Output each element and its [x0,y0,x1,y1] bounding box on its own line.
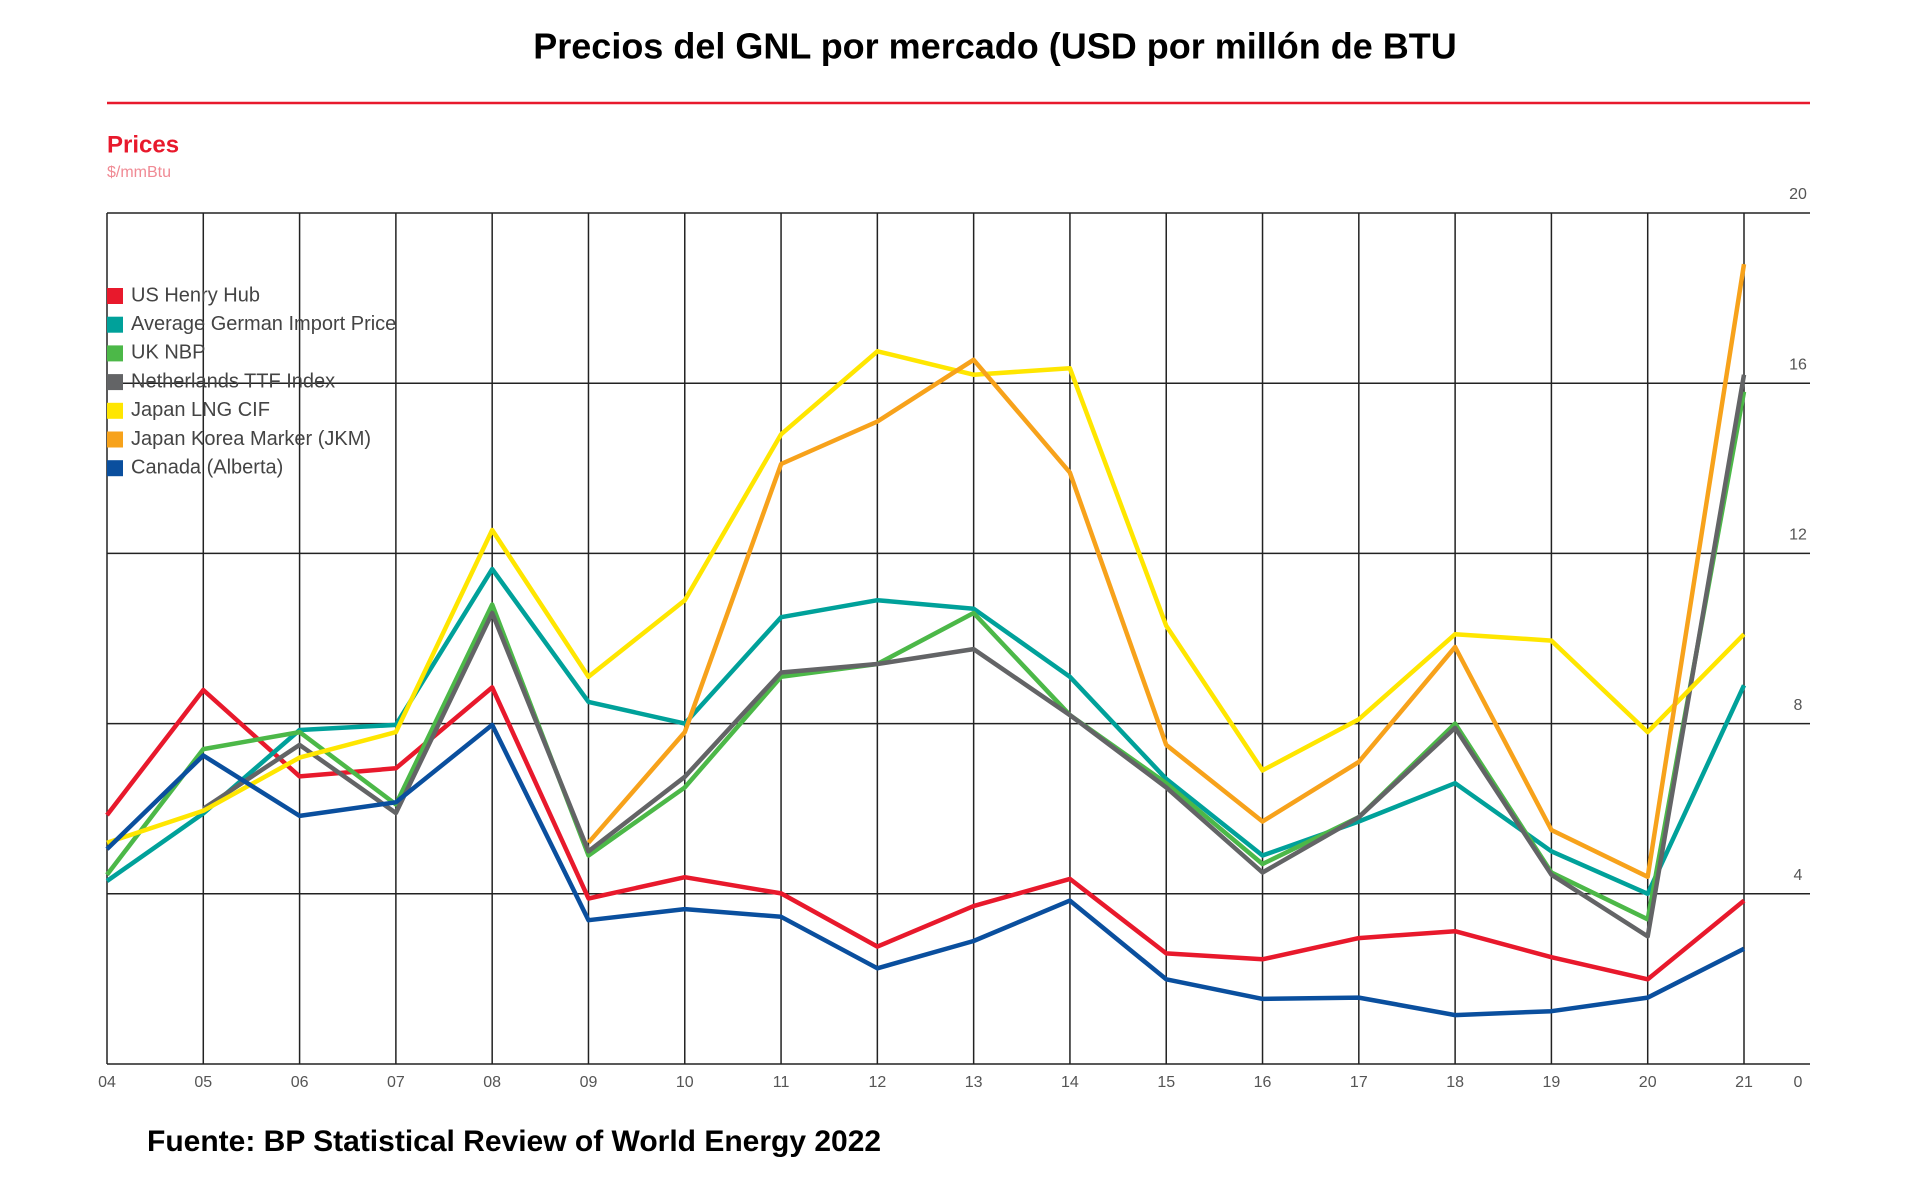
series-line [202,374,1747,939]
legend-label: Japan LNG CIF [131,399,270,421]
legend-label: Netherlands TTF Index [131,370,335,392]
x-tick-label: 04 [98,1074,116,1091]
chart-subtitle: Prices [107,131,179,158]
series-line [105,566,1747,897]
series-line [105,685,1746,982]
x-tick-label: 10 [676,1074,694,1091]
y-tick-label: 8 [1794,697,1803,714]
legend-label: US Henry Hub [131,284,260,306]
x-tick-label: 16 [1254,1074,1272,1091]
y-tick-label: 12 [1789,527,1807,544]
legend-swatch [107,345,123,362]
legend-label: Canada (Alberta) [131,456,283,478]
series-line [586,263,1747,880]
x-tick-label: 05 [194,1074,212,1091]
x-tick-label: 11 [773,1074,790,1091]
y-tick-label: 16 [1789,356,1807,373]
x-tick-label: 13 [965,1074,983,1091]
x-tick-label: 07 [387,1074,405,1091]
y-axis-label: $/mmBtu [107,164,171,181]
legend-label: Average German Import Price [131,313,396,335]
source-note: Fuente: BP Statistical Review of World E… [147,1125,881,1158]
x-tick-label: 14 [1061,1074,1079,1091]
series-line [105,722,1746,1018]
y-tick-label: 4 [1794,867,1803,884]
legend-swatch [107,316,123,333]
x-tick-label: 18 [1446,1074,1464,1091]
x-tick-label: 09 [580,1074,598,1091]
x-tick-label: 15 [1157,1074,1175,1091]
legend-swatch [107,460,123,477]
x-tick-label: 06 [291,1074,309,1091]
y-tick-label: 0 [1794,1074,1803,1091]
legend-swatch [107,402,123,419]
x-tick-label: 17 [1350,1074,1368,1091]
legend-swatch [107,288,123,304]
x-tick-label: 20 [1639,1074,1657,1091]
legend-swatch [107,374,123,391]
x-tick-label: 08 [483,1074,501,1091]
x-tick-label: 19 [1543,1074,1561,1091]
x-tick-label: 21 [1735,1074,1753,1091]
x-tick-label: 12 [868,1074,886,1091]
chart-title: Precios del GNL por mercado (USD por mil… [533,26,1456,67]
legend-swatch [107,431,123,448]
series-line [106,349,1746,845]
legend-label: Japan Korea Marker (JKM) [131,428,371,450]
y-tick-label: 20 [1789,186,1807,203]
legend-label: UK NBP [131,342,205,364]
